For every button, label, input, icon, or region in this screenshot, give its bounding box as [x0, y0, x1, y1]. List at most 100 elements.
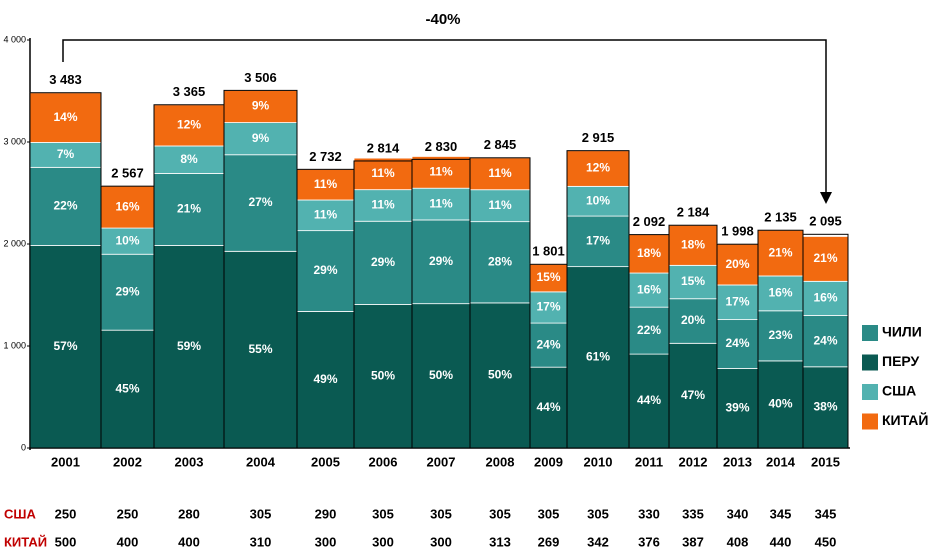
legend-label: ПЕРУ: [882, 353, 920, 369]
table-cell: 345: [815, 506, 837, 521]
annotation: -40%: [425, 11, 460, 28]
segment-label: 38%: [813, 400, 837, 414]
table-cell: 269: [538, 534, 560, 549]
segment-label: 18%: [637, 246, 661, 260]
total-label: 3 365: [173, 84, 206, 99]
segment-label: 29%: [115, 284, 139, 298]
bar-segment: [353, 304, 413, 449]
total-label: 2 095: [809, 214, 842, 229]
table-cell: 305: [538, 506, 560, 521]
segment-label: 24%: [813, 333, 837, 347]
bar-segment: [802, 236, 849, 282]
segment-label: 49%: [313, 372, 337, 386]
segment-label: 24%: [725, 336, 749, 350]
segment-label: 44%: [536, 400, 560, 414]
bar-segment: [29, 166, 102, 246]
bar-segment: [223, 122, 298, 156]
segment-label: 39%: [725, 400, 749, 414]
table-cell: 408: [727, 534, 749, 549]
bar-segment: [100, 185, 155, 229]
segment-label: 55%: [248, 342, 272, 356]
total-label: 2 732: [309, 149, 342, 164]
table-cell: 290: [315, 506, 337, 521]
x-tick-label: 2011: [635, 454, 663, 469]
bar-segment: [100, 253, 155, 331]
x-tick-label: 2008: [486, 454, 515, 469]
segment-label: 44%: [637, 393, 661, 407]
segment-label: 12%: [586, 161, 610, 175]
segment-label: 11%: [314, 207, 338, 221]
change-arrow: [62, 39, 832, 204]
x-tick-label: 2002: [113, 454, 142, 469]
bar-segment: [411, 219, 471, 305]
table-cell: 300: [315, 534, 337, 549]
segment-label: 8%: [180, 152, 198, 166]
table-cell: 305: [372, 506, 394, 521]
bar-segment: [296, 230, 355, 312]
x-tick-label: 2014: [766, 454, 796, 469]
segment-label: 20%: [681, 313, 705, 327]
total-label: 2 567: [111, 166, 144, 181]
segment-label: 16%: [115, 199, 139, 213]
legend-swatch: [862, 354, 878, 371]
segment-label: 7%: [57, 147, 75, 161]
table-cell: 340: [727, 506, 749, 521]
bar-segment: [716, 284, 759, 321]
table-cell: 300: [430, 534, 452, 549]
segment-label: 17%: [586, 234, 610, 248]
bar-segment: [566, 215, 630, 268]
bar-segment: [223, 250, 298, 449]
legend-label: США: [882, 383, 916, 399]
bar-segment: [411, 156, 471, 189]
bar-segment: [668, 298, 718, 344]
bar-segment: [153, 104, 225, 147]
segment-label: 22%: [53, 199, 77, 213]
bar-segment: [353, 157, 413, 191]
table-cell: 335: [682, 506, 704, 521]
table-cell: 440: [770, 534, 792, 549]
x-tick-label: 2006: [369, 454, 398, 469]
bar-total: [802, 233, 849, 449]
segment-label: 59%: [177, 339, 201, 353]
total-label: 2 184: [677, 205, 710, 220]
bar-segment: [223, 154, 298, 252]
segment-label: 16%: [637, 282, 661, 296]
segment-label: 16%: [768, 286, 792, 300]
x-tick-label: 2003: [175, 454, 204, 469]
x-tick-label: 2004: [246, 454, 276, 469]
bar-segment: [628, 234, 670, 274]
segment-label: 45%: [115, 381, 139, 395]
table-cell: 313: [489, 534, 511, 549]
y-tick-label: 2 000: [3, 238, 26, 248]
legend-label: КИТАЙ: [882, 411, 928, 428]
bar-segment: [153, 245, 225, 449]
table-cell: 310: [250, 534, 272, 549]
bar-segment: [469, 157, 531, 191]
segment-label: 10%: [586, 193, 610, 207]
x-tick-label: 2007: [427, 454, 456, 469]
table-cell: 330: [638, 506, 660, 521]
bar-segment: [566, 150, 630, 187]
table-row-label: КИТАЙ: [4, 534, 47, 549]
legend-swatch: [862, 384, 878, 400]
segment-label: 29%: [313, 263, 337, 277]
legend-swatch: [862, 413, 878, 430]
segment-label: 10%: [115, 233, 139, 247]
segment-label: 23%: [768, 328, 792, 342]
segment-label: 18%: [681, 237, 705, 251]
segment-label: 15%: [536, 270, 560, 284]
table-cell: 305: [250, 506, 272, 521]
segment-label: 11%: [314, 177, 338, 191]
total-label: 3 483: [49, 72, 82, 87]
table-cell: 342: [587, 534, 609, 549]
segment-label: 11%: [488, 198, 512, 212]
y-tick-label: 1 000: [3, 340, 26, 350]
total-label: 3 506: [244, 70, 277, 85]
segment-label: 24%: [536, 337, 560, 351]
bar-segment: [566, 266, 630, 449]
segment-label: 20%: [725, 257, 749, 271]
segment-label: 61%: [586, 349, 610, 363]
segment-label: 11%: [371, 198, 395, 212]
table-cell: 250: [117, 506, 139, 521]
total-label: 1 998: [721, 224, 754, 239]
